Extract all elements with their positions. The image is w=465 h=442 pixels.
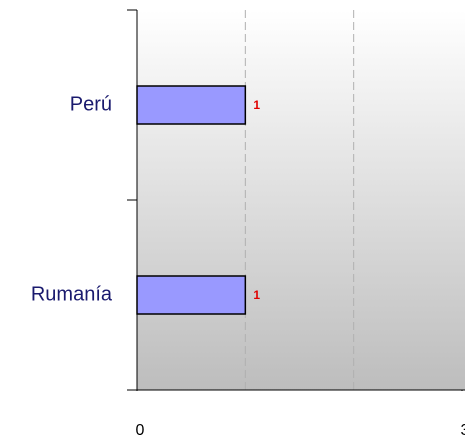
value-label: 1 <box>253 288 260 302</box>
x-tick-label: 3 <box>461 422 465 439</box>
x-tick-label: 0 <box>136 422 145 439</box>
bar <box>136 85 247 125</box>
plot-area <box>137 10 465 390</box>
value-label: 1 <box>253 98 260 112</box>
bar <box>136 275 247 315</box>
y-tick-label: Rumanía <box>31 283 113 305</box>
y-tick-label: Perú <box>70 93 112 115</box>
